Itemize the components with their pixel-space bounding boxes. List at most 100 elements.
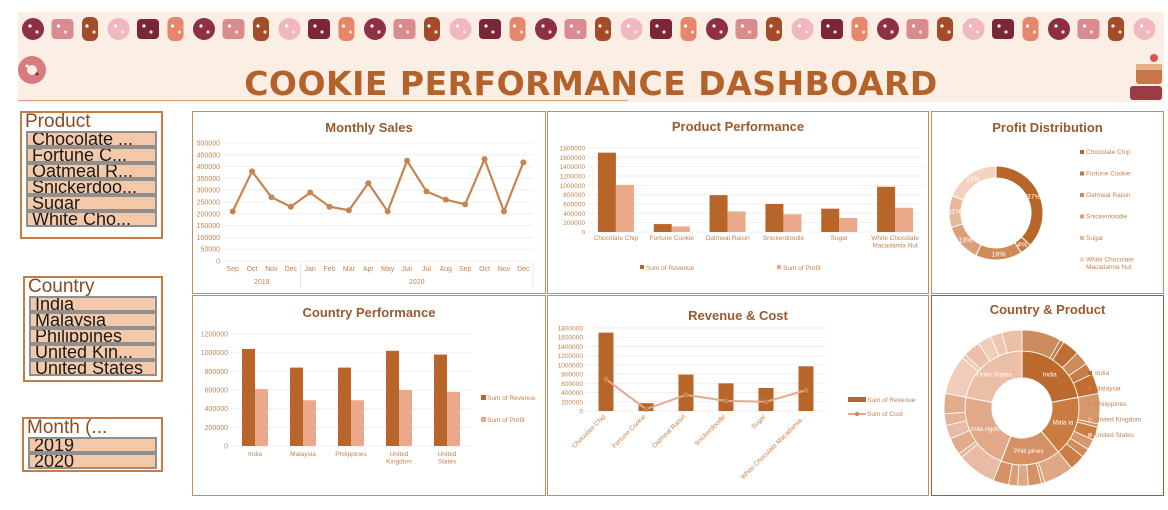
product-slicer-item-oatmeal-r[interactable]: Oatmeal R... [26,163,157,179]
candy-icon [167,17,184,41]
sprinkle-icon [633,30,638,34]
x-tick-label: Sugar [831,235,849,242]
inner-label-united-kingdom: Unite ngdo [968,426,1000,433]
legend-swatch-revenue [640,265,644,269]
x-tick-label: May [381,266,395,273]
profit-distribution-title: Profit Distribution [992,120,1103,135]
country-slicer-item-united-kin[interactable]: United Kin... [29,344,157,360]
cookie-icon [620,18,643,40]
legend-label-revenue: Sum of Revenue [487,395,536,402]
year-label-2019: 2019 [254,279,270,286]
sprinkle-icon [512,24,517,28]
legend-label-united-kingdom: United Kingdom [1095,417,1141,424]
country-slicer-item-philippines[interactable]: Philippines [29,328,157,344]
sprinkle-icon [377,30,381,34]
sprinkle-icon [1089,30,1094,34]
legend-label-cost: Sum of Cost [867,411,903,418]
sales-point-0 [229,208,236,215]
bar-sum-of-profit-chocolate-chip [615,184,634,232]
sales-point-9 [404,157,411,164]
month-slicer[interactable]: Month (... 2019 2020 [22,417,163,472]
sprinkle-icon [427,24,431,28]
sprinkle-icon [854,24,859,28]
product-slicer-item-white-cho[interactable]: White Cho... [26,211,157,227]
legend-label-chocolate-chip: Chocolate Chip [1086,149,1131,156]
sprinkle-icon [56,24,61,28]
x-tick-label: Sep [459,266,472,273]
month-slicer-item-2020[interactable]: 2020 [28,453,157,469]
country-slicer-item-india[interactable]: India [29,296,157,312]
x-tick-label: States [438,459,457,466]
legend-label-white-chocolate-macadamia-nut: White Chocolate [1086,257,1134,264]
sprinkle-icon [1082,24,1087,28]
country-product-chart: India Mala ia Phili pines Unite ngdo Unite S… [943,329,1141,487]
donut-decoration-icon [18,56,46,84]
y-tick-label: 0 [224,444,228,451]
candy-icon [253,17,269,41]
sales-point-10 [423,188,430,195]
month-slicer-title: Month (... [27,419,108,437]
bar-sum-of-revenue-india [242,348,255,446]
sprinkle-icon [890,30,894,34]
sprinkle-icon [1111,24,1115,28]
sprinkle-icon [142,24,146,28]
y-tick-label: 1600000 [558,335,584,342]
x-tick-label: Jul [422,266,431,273]
x-tick-label: Feb [324,266,336,273]
y-tick-label: 200000 [205,425,228,432]
bar-sum-of-revenue-chocolate-chip [598,332,614,411]
country-performance-title: Country Performance [302,305,436,320]
y-tick-label: 400000 [561,390,583,397]
legend-label-india: India [1095,370,1109,377]
sprinkle-icon [804,30,809,34]
y-tick-label: 600000 [205,388,228,395]
product-performance-title: Product Performance [671,119,805,134]
cookie-icon [791,18,814,40]
legend-swatch-sugar [1080,236,1084,240]
sales-point-4 [307,189,314,196]
product-performance-chart: 0 200000 400000 600000 800000 1000000 1200000 1… [560,146,923,272]
cost-point-4 [763,399,769,405]
sprinkle-icon [833,30,837,34]
product-slicer-item-chocolate[interactable]: Chocolate ... [26,131,157,147]
product-slicer-item-sugar[interactable]: Sugar [26,195,157,211]
month-slicer-item-2019[interactable]: 2019 [28,437,157,453]
country-slicer-item-united-states[interactable]: United States [29,360,157,376]
y-tick-label: 450000 [197,152,220,159]
bar-sum-of-profit-white-chocolate-macadamia-nut [895,207,914,232]
sprinkle-icon [284,24,289,28]
country-slicer[interactable]: Country India Malaysia Philippines United K… [23,276,163,382]
y-tick-label: 1800000 [558,326,584,333]
product-slicer-item-fortune-c[interactable]: Fortune C... [26,147,157,163]
country-performance-chart: 0 200000 400000 600000 800000 1000000 1200000 I… [201,332,536,466]
y-tick-label: 0 [581,230,585,237]
biscuit-icon [222,19,245,39]
sprinkle-icon [769,24,773,28]
product-slicer[interactable]: Product Chocolate ... Fortune C... Oatmeal… [20,111,163,239]
bar-sum-of-profit-snickerdoodle [783,214,802,232]
country-slicer-item-malaysia[interactable]: Malaysia [29,312,157,328]
legend-label-sugar: Sugar [1086,235,1104,242]
bar-sum-of-profit-oatmeal-raisin [727,211,746,232]
sprinkle-icon [491,30,495,34]
cookie-icon [962,18,985,40]
sprinkle-icon [797,24,802,28]
sprinkle-icon [1004,30,1008,34]
year-label-2020: 2020 [409,279,425,286]
revenue-cost-panel: Revenue & Cost 0 200000 400000 600000 800000… [547,295,929,496]
sprinkle-icon [719,30,723,34]
sprinkle-icon [462,30,467,34]
legend-swatch-philippines [1088,402,1092,406]
product-ring-united-states-white-chocolate-macadamia-nut [1001,329,1023,354]
product-slicer-item-snickerdoo[interactable]: Snickerdoo... [26,179,157,195]
x-tick-label: Sep [226,266,239,273]
sprinkle-icon [234,30,239,34]
sprinkle-icon [35,30,39,34]
cookie-icon [1133,18,1156,40]
y-tick-label: 350000 [197,176,220,183]
sprinkle-icon [569,24,574,28]
y-tick-label: 800000 [205,369,228,376]
sprinkle-icon [263,30,267,34]
x-tick-label: Malaysia [290,451,316,458]
candy-icon [766,17,782,41]
